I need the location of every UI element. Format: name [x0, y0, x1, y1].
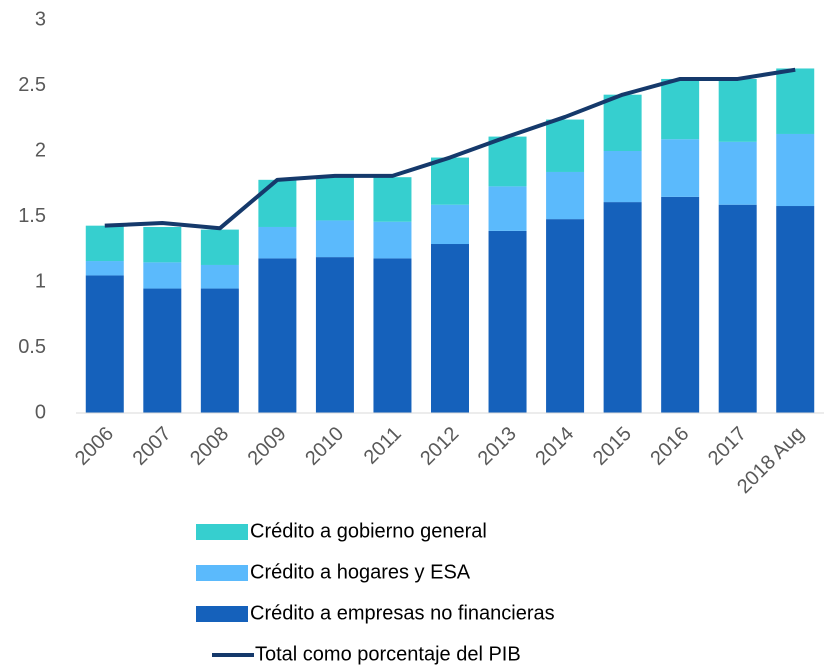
bar-segment [546, 119, 585, 172]
bar-segment [431, 204, 469, 245]
bar-segment [85, 225, 124, 262]
legend-swatch [196, 606, 248, 622]
bar-segment [488, 186, 527, 231]
bar-segment [431, 244, 469, 413]
bar-segment [315, 175, 354, 221]
y-tick-label: 2.5 [18, 74, 46, 96]
bar-segment [776, 133, 815, 207]
y-tick-label: 2 [35, 139, 46, 161]
bar-segment [143, 226, 182, 263]
y-tick-label: 1 [35, 270, 46, 292]
legend-label: Total como porcentaje del PIB [255, 643, 521, 665]
bar-segment [143, 262, 182, 289]
bar-segment [431, 157, 469, 205]
y-tick-label: 0 [35, 401, 46, 423]
bar-segment [718, 141, 757, 205]
bar-segment [661, 139, 700, 197]
legend-label: Crédito a empresas no financieras [250, 602, 555, 624]
legend-swatch [196, 524, 248, 540]
bar-segment [143, 288, 182, 413]
legend-swatch [196, 565, 248, 581]
x-tick-label: 2012 [416, 423, 463, 470]
bar-segment [258, 258, 297, 413]
bar-segment [661, 78, 700, 140]
x-tick-label: 2015 [589, 423, 636, 470]
x-tick-label: 2007 [129, 423, 176, 470]
bar-segment [200, 288, 239, 413]
x-tick-label: 2017 [704, 423, 751, 470]
bar-segment [546, 171, 585, 220]
x-tick-label: 2013 [474, 423, 521, 470]
bar-segment [488, 230, 527, 413]
bar-segment [200, 229, 239, 265]
x-tick-label: 2011 [360, 423, 406, 469]
bar-segment [603, 94, 642, 151]
x-tick-label: 2016 [646, 423, 693, 470]
y-tick-label: 3 [35, 8, 46, 30]
y-tick-label: 0.5 [18, 336, 46, 358]
bar-segment [603, 202, 642, 413]
legend-label: Crédito a hogares y ESA [250, 561, 471, 583]
bar-segment [258, 179, 297, 227]
bar-segment [718, 78, 757, 142]
total-line [104, 67, 796, 231]
y-tick-label: 1.5 [18, 205, 46, 227]
bar-segment [258, 226, 297, 259]
bar-segment [85, 275, 124, 413]
x-tick-label: 2009 [244, 423, 291, 470]
bar-segment [776, 68, 815, 134]
bar-segment [315, 257, 354, 413]
bar-segment [488, 136, 527, 187]
bar-segment [546, 219, 585, 413]
bar-segment [603, 151, 642, 203]
bar-segment [373, 221, 412, 259]
x-tick-label: 2008 [186, 423, 233, 470]
bar-segment [85, 261, 124, 276]
bar-segment [315, 220, 354, 258]
bar-segment [373, 177, 412, 222]
bar-segment [200, 264, 239, 289]
legend-label: Crédito a gobierno general [250, 520, 487, 542]
bar-segment [776, 206, 815, 413]
bar-segment [661, 196, 700, 413]
x-tick-label: 2006 [71, 423, 118, 470]
x-tick-label: 2014 [531, 423, 578, 470]
bar-segment [718, 204, 757, 413]
x-tick-label: 2010 [301, 423, 348, 470]
bar-segment [373, 258, 412, 413]
